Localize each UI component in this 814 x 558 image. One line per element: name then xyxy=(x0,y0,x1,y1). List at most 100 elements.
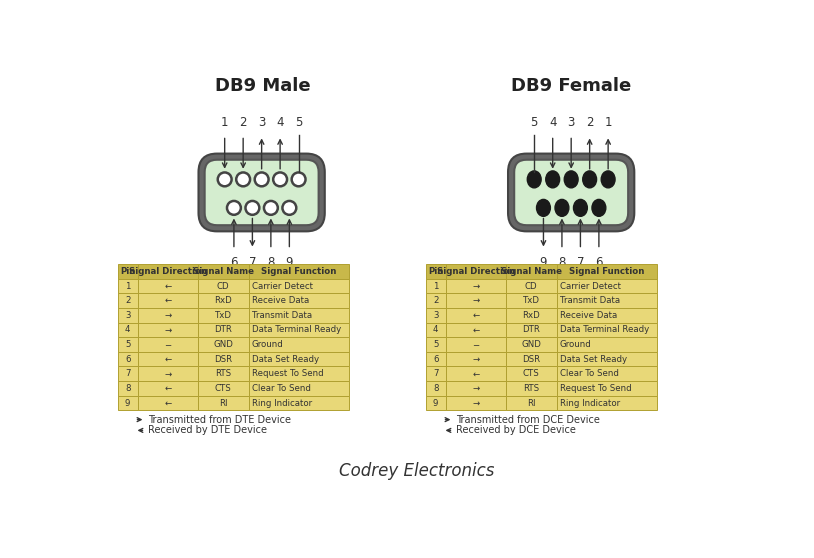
Text: Pin: Pin xyxy=(120,267,135,276)
Text: 9: 9 xyxy=(540,256,547,268)
Circle shape xyxy=(274,172,287,186)
Text: CTS: CTS xyxy=(523,369,540,378)
Text: 7: 7 xyxy=(576,256,584,268)
Bar xyxy=(505,308,557,323)
Ellipse shape xyxy=(583,171,597,188)
Bar xyxy=(426,352,446,367)
Text: Transmitted from DTE Device: Transmitted from DTE Device xyxy=(148,415,291,425)
Bar xyxy=(138,352,198,367)
Text: GND: GND xyxy=(213,340,233,349)
Text: 8: 8 xyxy=(125,384,130,393)
Bar xyxy=(426,308,446,323)
Bar xyxy=(505,381,557,396)
Bar xyxy=(138,367,198,381)
Text: Signal Name: Signal Name xyxy=(193,267,254,276)
Bar xyxy=(505,367,557,381)
Text: 9: 9 xyxy=(125,398,130,407)
Bar xyxy=(138,264,198,278)
Text: 6: 6 xyxy=(230,256,238,268)
Text: 7: 7 xyxy=(433,369,439,378)
Bar xyxy=(138,337,198,352)
Ellipse shape xyxy=(574,199,588,217)
Text: Carrier Detect: Carrier Detect xyxy=(559,282,620,291)
Text: 6: 6 xyxy=(125,355,130,364)
Text: Clear To Send: Clear To Send xyxy=(252,384,310,393)
Text: 5: 5 xyxy=(433,340,439,349)
Text: DB9 Female: DB9 Female xyxy=(511,77,632,95)
Text: 7: 7 xyxy=(248,256,256,268)
Ellipse shape xyxy=(602,171,615,188)
FancyBboxPatch shape xyxy=(204,160,318,225)
Circle shape xyxy=(291,172,305,186)
Text: DSR: DSR xyxy=(522,355,540,364)
Text: Ground: Ground xyxy=(559,340,592,349)
Ellipse shape xyxy=(592,199,606,217)
Text: →: → xyxy=(164,311,171,320)
Text: ←: ← xyxy=(164,384,171,393)
Bar xyxy=(557,323,657,337)
Text: →: → xyxy=(472,296,479,305)
Text: Pin: Pin xyxy=(428,267,444,276)
Text: →: → xyxy=(164,369,171,378)
Bar xyxy=(118,323,138,337)
Text: 3: 3 xyxy=(567,116,575,129)
Bar xyxy=(426,264,446,278)
Text: Transmit Data: Transmit Data xyxy=(252,311,312,320)
Text: Signal Direction: Signal Direction xyxy=(129,267,207,276)
Bar xyxy=(118,308,138,323)
Bar xyxy=(557,294,657,308)
Bar xyxy=(557,337,657,352)
Text: 2: 2 xyxy=(239,116,247,129)
Bar xyxy=(118,367,138,381)
FancyBboxPatch shape xyxy=(514,160,628,225)
Bar xyxy=(557,381,657,396)
Bar xyxy=(138,308,198,323)
Text: DSR: DSR xyxy=(214,355,232,364)
Text: →: → xyxy=(472,355,479,364)
Bar xyxy=(505,352,557,367)
Text: Receive Data: Receive Data xyxy=(559,311,617,320)
Bar xyxy=(426,367,446,381)
Bar xyxy=(198,367,248,381)
Bar xyxy=(446,352,505,367)
Bar xyxy=(426,381,446,396)
Text: 4: 4 xyxy=(549,116,557,129)
Text: 4: 4 xyxy=(433,325,439,334)
Bar xyxy=(118,381,138,396)
Text: Received by DTE Device: Received by DTE Device xyxy=(148,425,268,435)
Bar xyxy=(446,294,505,308)
Text: →: → xyxy=(472,282,479,291)
Bar xyxy=(557,264,657,278)
Circle shape xyxy=(236,172,250,186)
Bar xyxy=(446,323,505,337)
Text: DTR: DTR xyxy=(214,325,232,334)
Text: CTS: CTS xyxy=(215,384,231,393)
FancyBboxPatch shape xyxy=(199,153,325,232)
Bar xyxy=(446,264,505,278)
Text: 1: 1 xyxy=(604,116,612,129)
Text: 5: 5 xyxy=(125,340,130,349)
Bar xyxy=(426,278,446,294)
FancyBboxPatch shape xyxy=(508,153,634,232)
Bar xyxy=(248,337,348,352)
Text: RI: RI xyxy=(219,398,227,407)
Text: RI: RI xyxy=(527,398,536,407)
Text: 6: 6 xyxy=(433,355,439,364)
Text: 3: 3 xyxy=(433,311,439,320)
Bar xyxy=(198,308,248,323)
Text: 4: 4 xyxy=(125,325,130,334)
Text: ←: ← xyxy=(164,282,171,291)
Text: 1: 1 xyxy=(433,282,439,291)
Text: 2: 2 xyxy=(433,296,439,305)
Text: Data Set Ready: Data Set Ready xyxy=(559,355,627,364)
Text: GND: GND xyxy=(521,340,541,349)
Bar xyxy=(138,278,198,294)
Bar xyxy=(557,308,657,323)
Bar xyxy=(446,396,505,410)
Text: Signal Direction: Signal Direction xyxy=(436,267,514,276)
Circle shape xyxy=(227,201,241,215)
Text: ←: ← xyxy=(472,311,479,320)
Text: Transmitted from DCE Device: Transmitted from DCE Device xyxy=(457,415,600,425)
Text: →: → xyxy=(472,384,479,393)
Text: 3: 3 xyxy=(258,116,265,129)
